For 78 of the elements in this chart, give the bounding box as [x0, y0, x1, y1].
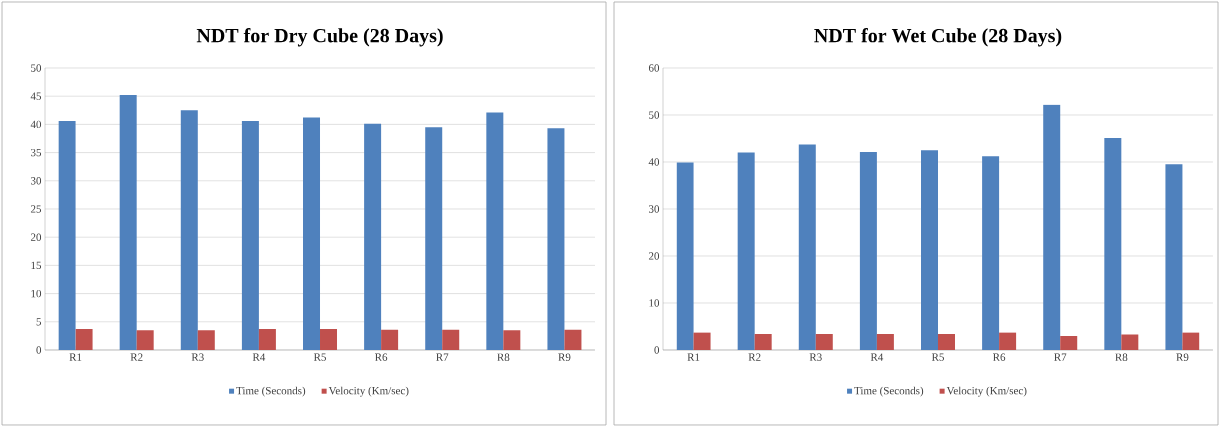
bar — [999, 332, 1017, 350]
legend-label: Velocity (Km/sec) — [328, 386, 409, 397]
chart-title: NDT for Dry Cube (28 Days) — [196, 28, 443, 47]
bar — [564, 329, 582, 350]
bar — [180, 110, 198, 350]
legend-label: Time (Seconds) — [236, 386, 306, 397]
y-tick-label: 45 — [30, 92, 42, 100]
x-tick-label: R4 — [252, 353, 266, 361]
y-tick-label: 35 — [31, 148, 42, 157]
x-tick-label: R7 — [436, 353, 449, 361]
x-tick-label: R5 — [313, 353, 326, 361]
x-tick-label: R8 — [1115, 353, 1128, 361]
bar — [442, 329, 460, 350]
y-tick-label: 20 — [30, 233, 42, 241]
x-tick-label: R3 — [191, 353, 204, 361]
legend-label: Velocity (Km/sec) — [946, 386, 1027, 397]
bar — [119, 95, 137, 350]
x-tick-label: R4 — [870, 353, 884, 361]
x-tick-label: R6 — [993, 353, 1006, 361]
x-tick-label: R1 — [69, 353, 82, 361]
bar — [754, 334, 772, 350]
bar — [921, 150, 938, 350]
bar — [1165, 164, 1183, 350]
x-tick-label: R2 — [130, 353, 143, 361]
y-tick-label: 10 — [31, 289, 42, 298]
bar — [547, 128, 565, 350]
y-tick-label: 15 — [31, 261, 42, 270]
y-tick-label: 25 — [30, 205, 42, 213]
chart-title: NDT for Wet Cube (28 Days) — [814, 28, 1062, 47]
bar — [320, 329, 338, 350]
bar — [1060, 335, 1078, 350]
bar — [425, 127, 443, 350]
y-tick-label: 60 — [648, 64, 660, 72]
bar — [197, 330, 215, 350]
bar — [938, 334, 955, 350]
bar — [486, 112, 504, 350]
x-tick-label: R9 — [558, 353, 571, 361]
legend-label: Time (Seconds) — [854, 386, 924, 397]
bar — [1121, 334, 1139, 350]
bar — [1104, 138, 1122, 350]
bar — [303, 117, 321, 350]
bar — [676, 162, 694, 350]
y-tick-label: 50 — [31, 64, 42, 72]
y-tick-label: 10 — [649, 299, 660, 307]
bar — [1182, 332, 1200, 350]
bar — [737, 152, 755, 350]
bar — [1043, 104, 1061, 350]
bar — [815, 334, 833, 350]
x-tick-label: R8 — [497, 353, 510, 361]
bar — [364, 123, 382, 350]
bar — [503, 330, 521, 350]
bar — [876, 334, 894, 350]
bar — [136, 330, 154, 350]
bar — [75, 329, 93, 350]
y-tick-label: 0 — [36, 346, 42, 354]
bar — [58, 121, 76, 350]
y-tick-label: 50 — [649, 111, 660, 119]
x-tick-label: R1 — [687, 353, 700, 361]
x-tick-label: R3 — [809, 353, 822, 361]
bar — [859, 152, 877, 350]
bar — [798, 144, 816, 350]
x-tick-label: R9 — [1176, 353, 1189, 361]
y-tick-label: 0 — [654, 346, 660, 354]
x-tick-label: R2 — [748, 353, 761, 361]
bar — [241, 121, 259, 350]
y-tick-label: 30 — [31, 177, 42, 185]
bar — [693, 332, 711, 350]
y-tick-label: 5 — [36, 318, 42, 326]
bar — [258, 329, 276, 350]
y-tick-label: 40 — [30, 120, 42, 129]
bar — [982, 156, 1000, 350]
x-tick-label: R5 — [931, 353, 944, 361]
y-tick-label: 30 — [649, 205, 660, 213]
x-tick-label: R6 — [375, 353, 388, 361]
y-tick-label: 40 — [648, 158, 660, 166]
y-tick-label: 20 — [648, 252, 660, 260]
bar — [381, 329, 399, 350]
x-tick-label: R7 — [1054, 353, 1067, 361]
